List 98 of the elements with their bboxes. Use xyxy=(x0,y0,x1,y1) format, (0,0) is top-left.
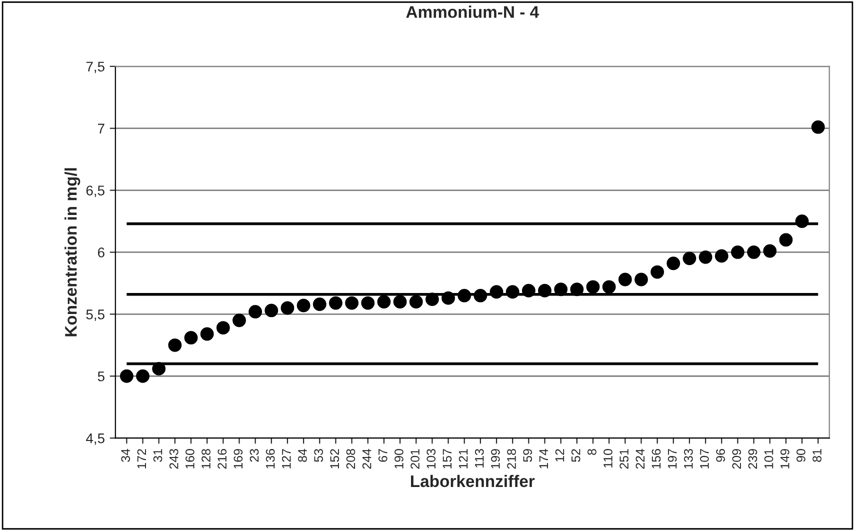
point xyxy=(248,304,262,318)
y-axis-title: Konzentration in mg/l xyxy=(64,168,80,336)
x-tick-label: 152 xyxy=(330,449,340,468)
point xyxy=(650,265,664,279)
point xyxy=(682,252,696,266)
point xyxy=(264,304,278,318)
point xyxy=(602,280,616,294)
point xyxy=(570,282,584,296)
x-tick-label: 239 xyxy=(748,449,758,469)
x-tick-label: 156 xyxy=(652,449,661,468)
x-tick-label: 110 xyxy=(604,448,612,468)
x-tick-label: 208 xyxy=(346,449,356,469)
x-tick-label: 160 xyxy=(186,448,194,468)
y-tick-label: 6,5 xyxy=(86,186,104,198)
x-tick-label: 251 xyxy=(620,449,628,469)
y-tick-label: 6 xyxy=(98,248,104,258)
x-tick-label: 23 xyxy=(250,449,259,462)
x-tick-label: 209 xyxy=(732,449,742,469)
x-tick-label: 101 xyxy=(764,449,774,468)
x-tick-label: 197 xyxy=(668,449,677,468)
x-tick-label: 133 xyxy=(684,449,693,468)
point xyxy=(120,369,134,383)
x-tick-label: 12 xyxy=(555,449,564,462)
point xyxy=(779,233,793,247)
x-tick-label: 59 xyxy=(523,449,532,462)
x-tick-label: 8 xyxy=(587,449,596,455)
point xyxy=(763,244,777,258)
point xyxy=(216,321,230,335)
point xyxy=(136,369,150,383)
y-tick-label: 7 xyxy=(98,124,104,134)
point xyxy=(152,362,166,376)
x-tick-label: 113 xyxy=(474,449,484,468)
x-tick-label: 127 xyxy=(282,449,291,468)
point xyxy=(232,314,246,328)
x-tick-label: 90 xyxy=(796,448,806,462)
x-tick-label: 84 xyxy=(298,448,307,462)
point xyxy=(361,296,375,310)
chart-title: Ammonium-N - 4 xyxy=(406,6,539,18)
x-tick-label: 34 xyxy=(121,448,130,462)
point xyxy=(200,327,214,341)
point xyxy=(730,246,744,259)
y-tick-label: 5 xyxy=(98,372,104,382)
x-tick-label: 107 xyxy=(700,449,709,468)
point xyxy=(554,282,568,296)
x-tick-label: 224 xyxy=(636,448,644,469)
x-tick-label: 128 xyxy=(202,449,210,468)
point xyxy=(795,214,809,228)
point xyxy=(698,250,712,264)
x-tick-label: 174 xyxy=(539,448,548,468)
x-tick-label: 244 xyxy=(362,448,372,469)
point xyxy=(345,296,358,310)
x-tick-label: 67 xyxy=(378,449,388,462)
point xyxy=(490,285,504,299)
point xyxy=(586,280,600,294)
point xyxy=(296,298,310,312)
x-tick-label: 199 xyxy=(491,449,500,468)
point xyxy=(312,298,326,311)
y-tick-label: 7,5 xyxy=(86,62,104,74)
x-tick-label: 243 xyxy=(169,449,178,469)
point xyxy=(474,288,488,302)
x-tick-label: 52 xyxy=(571,449,580,462)
point xyxy=(618,272,632,286)
y-tick-label: 4,5 xyxy=(86,434,104,445)
point xyxy=(634,272,648,286)
x-tick-label: 149 xyxy=(780,449,790,468)
point xyxy=(425,292,439,306)
point xyxy=(409,295,423,308)
point xyxy=(522,284,536,298)
point xyxy=(329,296,342,310)
x-tick-label: 172 xyxy=(137,449,146,468)
x-tick-label: 169 xyxy=(234,449,243,468)
point xyxy=(442,291,455,305)
y-tick-label: 5,5 xyxy=(86,310,104,321)
x-tick-label: 216 xyxy=(218,449,227,469)
point xyxy=(458,288,472,302)
x-tick-label: 96 xyxy=(716,449,725,462)
x-tick-label: 201 xyxy=(410,449,420,469)
point xyxy=(714,249,728,263)
x-tick-label: 218 xyxy=(507,449,516,469)
point xyxy=(280,301,294,315)
point xyxy=(377,295,391,308)
x-tick-label: 157 xyxy=(442,449,452,468)
point xyxy=(168,338,182,352)
x-axis-title: Laborkennziffer xyxy=(411,474,535,488)
point xyxy=(747,246,760,259)
x-tick-label: 103 xyxy=(426,449,436,468)
x-tick-label: 31 xyxy=(153,449,162,462)
x-tick-label: 136 xyxy=(266,449,275,468)
point xyxy=(506,285,520,299)
x-tick-label: 53 xyxy=(314,449,323,462)
x-tick-label: 81 xyxy=(812,449,822,462)
point xyxy=(184,331,198,344)
point xyxy=(811,120,825,134)
point xyxy=(538,284,552,298)
x-tick-label: 121 xyxy=(458,449,468,468)
point xyxy=(393,295,407,308)
point xyxy=(666,256,680,270)
x-tick-label: 190 xyxy=(394,448,404,468)
